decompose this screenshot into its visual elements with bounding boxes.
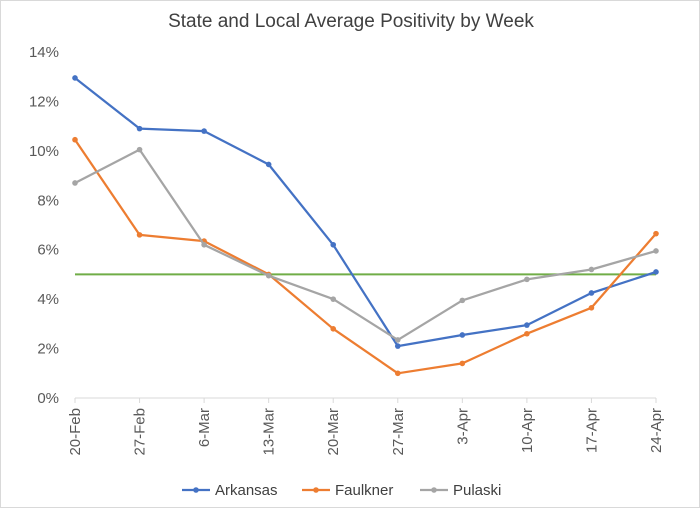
data-point (330, 326, 337, 332)
data-point (136, 232, 143, 238)
data-point (330, 296, 337, 302)
y-tick-label: 2% (37, 341, 59, 358)
x-tick-label: 20-Mar (325, 408, 342, 456)
chart-title: State and Local Average Positivity by We… (168, 11, 534, 32)
data-point (265, 272, 272, 279)
x-tick-label: 13-Mar (261, 408, 278, 456)
x-tick-label: 24-Apr (648, 408, 665, 453)
legend-item-faulkner: Faulkner (302, 482, 393, 499)
data-point (201, 128, 207, 134)
x-tick-label: 27-Mar (390, 408, 407, 456)
series-line (74, 148, 657, 342)
data-point (588, 266, 595, 273)
legend-item-arkansas: Arkansas (182, 482, 278, 499)
data-point (72, 75, 78, 81)
x-tick-label: 17-Apr (583, 408, 600, 453)
y-tick-label: 14% (29, 44, 59, 61)
series-arkansas (72, 75, 659, 349)
x-tick-label: 3-Apr (454, 408, 471, 445)
data-point (394, 337, 401, 343)
series-faulkner (72, 136, 659, 377)
data-point (330, 241, 337, 248)
data-point (459, 297, 466, 304)
x-tick-label: 20-Feb (67, 408, 84, 456)
data-point (459, 332, 466, 338)
data-point (653, 248, 659, 254)
series-group (72, 75, 659, 377)
x-tick-label: 27-Feb (132, 408, 149, 456)
y-tick-label: 10% (29, 143, 59, 160)
series-line (74, 77, 657, 348)
data-point (72, 180, 78, 186)
legend-item-pulaski: Pulaski (420, 482, 501, 499)
data-point (524, 322, 530, 328)
y-tick-label: 8% (37, 192, 59, 209)
data-point (653, 269, 659, 275)
series-line (74, 139, 657, 375)
legend-label: Faulkner (335, 482, 393, 499)
data-point (459, 360, 466, 367)
data-point (136, 146, 143, 153)
x-tick-label: 6-Mar (196, 408, 213, 447)
data-point (588, 304, 595, 311)
legend-marker (313, 487, 319, 493)
legend-label: Pulaski (453, 482, 501, 499)
data-point (524, 276, 530, 283)
data-point (653, 230, 659, 237)
y-tick-label: 0% (37, 390, 59, 407)
data-point (265, 161, 272, 168)
series-pulaski (72, 146, 659, 343)
x-tick-label: 10-Apr (519, 408, 536, 453)
y-tick-label: 4% (37, 291, 59, 308)
y-tick-label: 12% (29, 93, 59, 110)
data-point (394, 370, 401, 377)
y-tick-label: 6% (37, 242, 59, 259)
axes: 0% 2% 4% 6% 8% 10% 12% 14% 20-Feb 27-Feb 6-Mar 13-M… (29, 44, 665, 456)
data-point (524, 330, 530, 337)
data-point (72, 136, 78, 143)
data-point (394, 343, 401, 349)
data-point (136, 125, 143, 132)
legend-marker (431, 487, 437, 493)
data-point (588, 290, 595, 296)
legend-label: Arkansas (215, 482, 278, 499)
data-point (201, 241, 207, 248)
legend-marker (193, 487, 199, 493)
legend: Arkansas Faulkner Pulaski (182, 482, 501, 499)
